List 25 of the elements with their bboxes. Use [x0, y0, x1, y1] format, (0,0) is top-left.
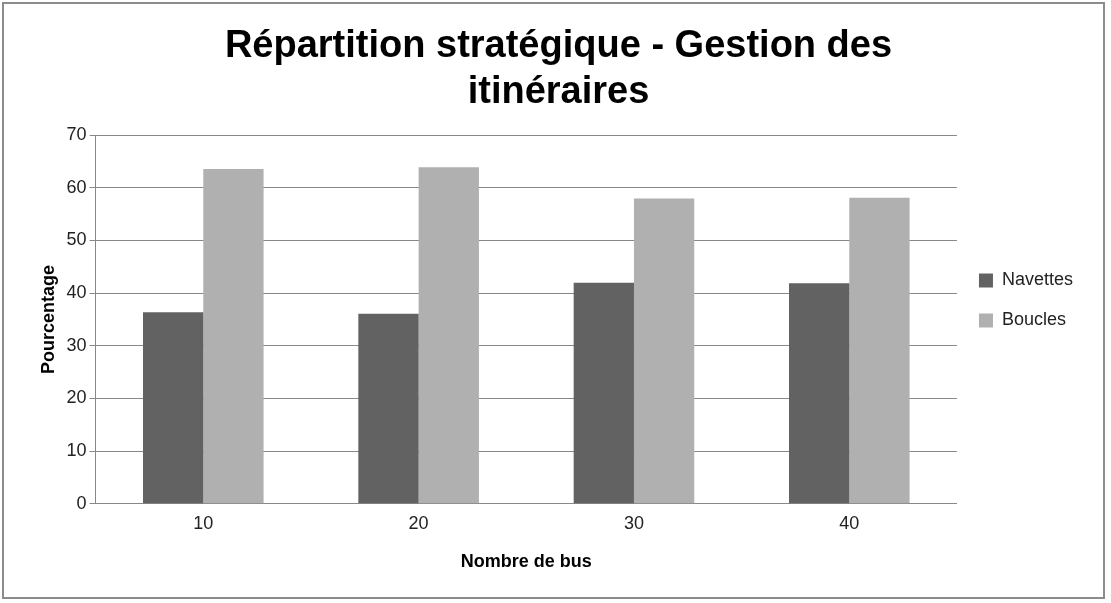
- x-tick-label: 30: [623, 512, 644, 533]
- legend-label: Navettes: [1001, 269, 1074, 290]
- y-tick-label: 10: [66, 440, 87, 461]
- bar: [849, 197, 910, 504]
- chart-title: Répartition stratégique - Gestion des itinéraires: [224, 23, 893, 111]
- bar: [789, 283, 850, 504]
- x-tick-label: 40: [839, 512, 860, 533]
- bar: [418, 167, 479, 504]
- bar: [143, 312, 204, 504]
- bar: [573, 282, 634, 504]
- x-tick-label: 20: [408, 512, 429, 533]
- bar: [358, 313, 419, 504]
- y-tick-label: 30: [66, 334, 87, 355]
- y-tick-label: 0: [76, 492, 87, 513]
- bar: [633, 198, 695, 504]
- y-axis-title: Pourcentage: [37, 264, 58, 375]
- bar: [203, 168, 264, 504]
- y-tick-label: 60: [66, 176, 87, 197]
- x-axis-title: Nombre de bus: [460, 551, 592, 572]
- y-tick-label: 20: [66, 387, 87, 408]
- x-tick-label: 10: [193, 512, 214, 533]
- legend-label: Boucles: [1001, 309, 1067, 330]
- y-tick-label: 50: [66, 229, 87, 250]
- y-tick-label: 40: [66, 282, 87, 303]
- y-tick-label: 70: [66, 124, 87, 145]
